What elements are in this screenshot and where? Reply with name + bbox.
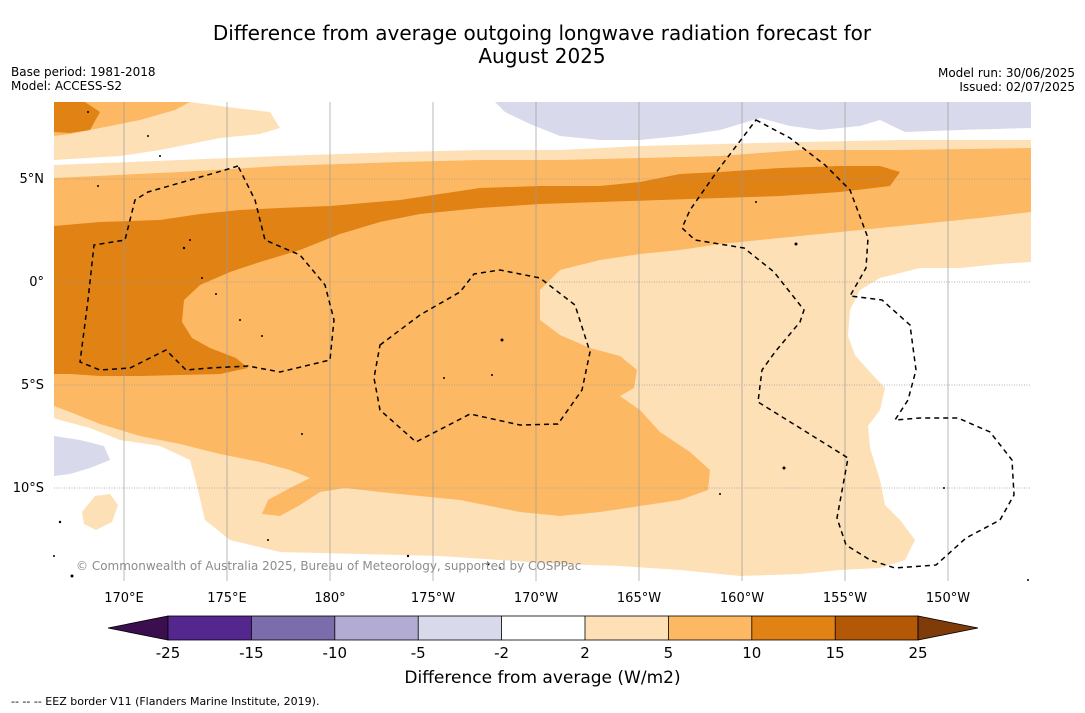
anomaly-10-15-band	[54, 102, 900, 376]
colorbar-tick: -5	[411, 644, 426, 662]
chart-title-line-1: Difference from average outgoing longwav…	[212, 21, 872, 45]
issued-date: Issued: 02/07/2025	[959, 80, 1075, 94]
colorbar-swatch	[501, 616, 585, 640]
model-run: Model run: 30/06/2025	[937, 66, 1075, 80]
right-info: Model run: 30/06/2025 Issued: 02/07/2025	[938, 66, 1075, 94]
negative-patch-southwest	[54, 436, 110, 476]
model-name: Model: ACCESS-S2	[11, 79, 123, 93]
colorbar-swatch	[835, 616, 918, 640]
chart-title: Difference from average outgoing longwav…	[0, 22, 1085, 68]
colorbar-tick: -25	[156, 644, 181, 662]
colorbar-tick: -2	[494, 644, 509, 662]
anomaly-2-5-islet	[82, 494, 118, 530]
lat-label: 0°	[29, 275, 44, 290]
eez-border-west	[79, 165, 335, 373]
eez-border-central	[373, 269, 591, 443]
longitude-labels: 170°E 175°E 180° 175°W 170°W 165°W 160°W…	[104, 591, 970, 606]
colorbar-tick: 25	[908, 644, 927, 662]
colorbar-swatch	[668, 616, 752, 640]
lon-label: 160°W	[720, 591, 764, 606]
lon-label: 155°W	[823, 591, 867, 606]
island-specks	[53, 111, 1029, 581]
anomaly-5-10-band	[54, 102, 1031, 516]
lon-label: 170°E	[104, 591, 144, 606]
lat-label: 5°N	[20, 172, 45, 187]
lon-label: 180°	[314, 591, 345, 606]
colorbar-tick: -10	[323, 644, 348, 662]
colorbar-tick: 10	[742, 644, 761, 662]
lon-label: 175°W	[411, 591, 455, 606]
left-info: Base period: 1981-2018 Model: ACCESS-S2	[11, 65, 156, 93]
lat-label: 5°S	[21, 378, 44, 393]
eez-legend-footer: -- -- -- EEZ border V11 (Flanders Marine…	[11, 695, 320, 708]
lat-label: 10°S	[13, 481, 44, 496]
negative-patch-north	[495, 102, 1031, 140]
lon-label: 170°W	[514, 591, 558, 606]
lon-label: 165°W	[617, 591, 661, 606]
colorbar-extend-low	[107, 615, 169, 641]
colorbar-swatch	[585, 616, 669, 640]
colorbar-tick: 5	[664, 644, 674, 662]
colorbar-tick: 15	[826, 644, 845, 662]
colorbar-swatch	[751, 616, 836, 640]
colorbar-swatch	[334, 616, 419, 640]
chart-title-line-2: August 2025	[478, 44, 606, 68]
eez-border-east	[681, 119, 1015, 569]
lon-label: 175°E	[207, 591, 247, 606]
colorbar-extend-high	[917, 615, 979, 641]
colorbar-swatch	[251, 616, 335, 640]
base-period: Base period: 1981-2018	[11, 65, 156, 79]
anomaly-field	[54, 102, 1031, 581]
copyright-credit: © Commonwealth of Australia 2025, Bureau…	[76, 559, 582, 573]
colorbar-tick: 2	[580, 644, 590, 662]
colorbar-swatch	[418, 616, 502, 640]
eez-borders	[79, 119, 1015, 569]
graticule	[54, 102, 1031, 581]
colorbar-swatch	[168, 616, 252, 640]
lon-label: 150°W	[926, 591, 970, 606]
colorbar: -25 -15 -10 -5 -2 2 5 10 15 25	[107, 615, 979, 662]
latitude-labels: 5°N 0° 5°S 10°S	[13, 172, 44, 496]
colorbar-title: Difference from average (W/m2)	[404, 668, 681, 688]
colorbar-tick: -15	[239, 644, 264, 662]
